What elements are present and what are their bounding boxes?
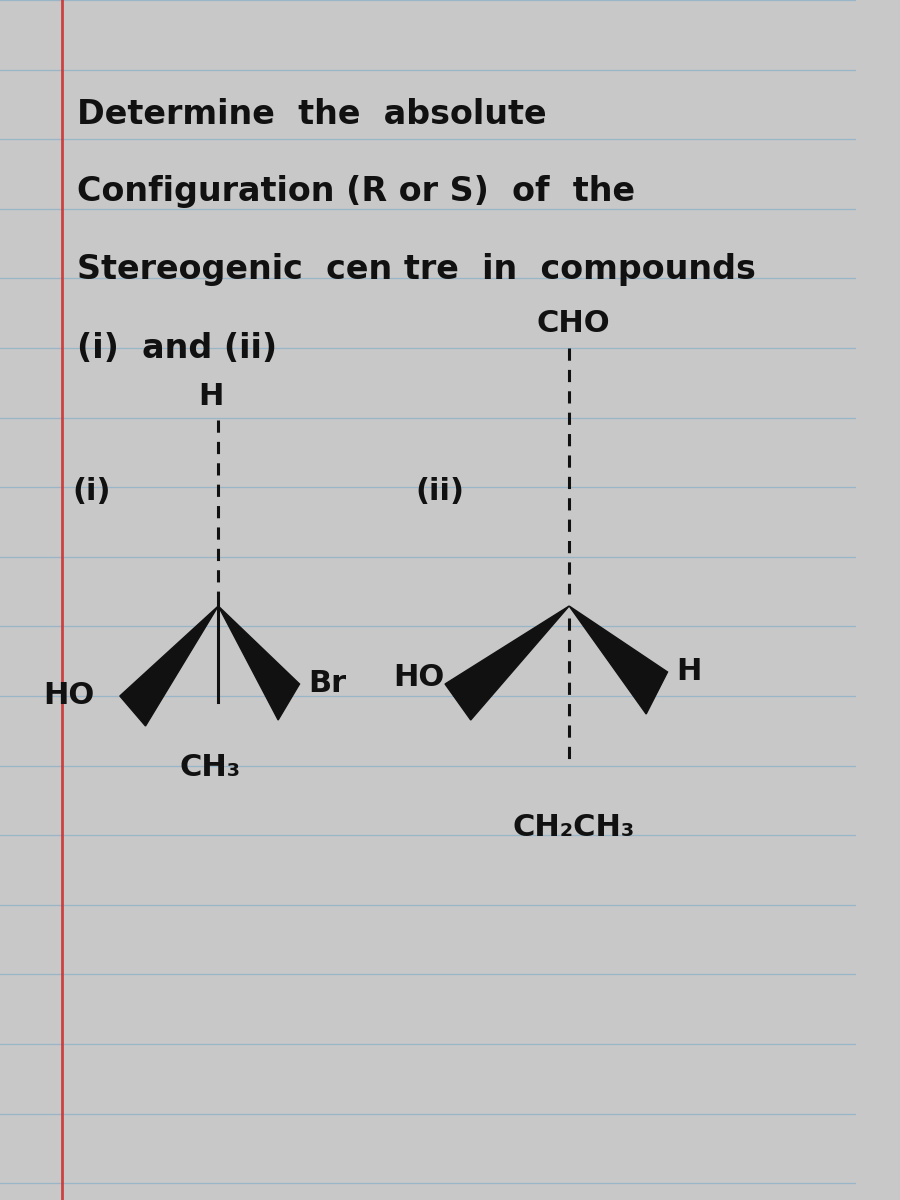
Polygon shape — [218, 606, 300, 720]
Text: Br: Br — [308, 670, 346, 698]
Text: H: H — [199, 382, 224, 410]
Text: (ii): (ii) — [415, 478, 464, 506]
Text: CHO: CHO — [536, 310, 610, 338]
Text: Determine  the  absolute: Determine the absolute — [77, 97, 546, 131]
Text: Stereogenic  cen tre  in  compounds: Stereogenic cen tre in compounds — [77, 253, 756, 287]
Polygon shape — [569, 606, 668, 714]
Text: (i)  and (ii): (i) and (ii) — [77, 331, 277, 365]
Text: (i): (i) — [73, 478, 112, 506]
Text: Configuration (R or S)  of  the: Configuration (R or S) of the — [77, 175, 635, 209]
Text: CH₃: CH₃ — [179, 754, 240, 782]
Polygon shape — [120, 606, 218, 726]
Text: CH₂CH₃: CH₂CH₃ — [512, 814, 634, 842]
Text: HO: HO — [43, 682, 94, 710]
Text: HO: HO — [393, 664, 445, 692]
Text: H: H — [676, 658, 701, 686]
Polygon shape — [445, 606, 569, 720]
